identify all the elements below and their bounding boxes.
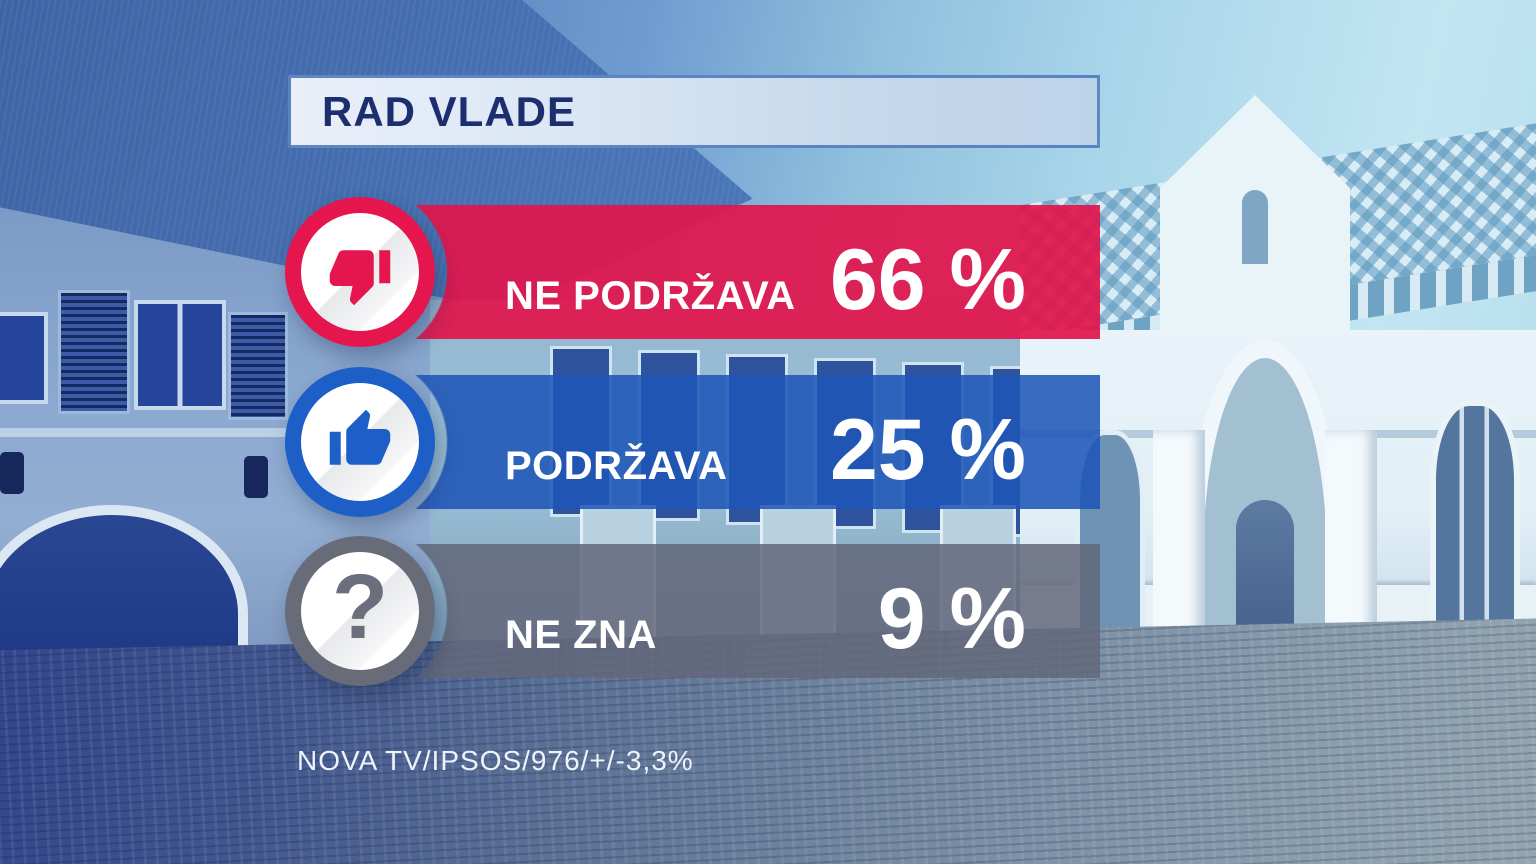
answer-label: PODRŽAVA bbox=[505, 444, 728, 488]
window-shutter bbox=[58, 290, 130, 414]
street-lamp bbox=[0, 452, 24, 494]
poll-row-ne-zna: NE ZNA 9 % bbox=[0, 544, 1536, 678]
source-caption: NOVA TV/IPSOS/976/+/-3,3% bbox=[297, 745, 694, 776]
answer-label: NE ZNA bbox=[505, 613, 657, 657]
page-title: RAD VLADE bbox=[322, 87, 577, 135]
church-window bbox=[1430, 400, 1520, 642]
title-bar: RAD VLADE bbox=[288, 75, 1100, 148]
result-bar-ne-podrzava: NE PODRŽAVA 66 % bbox=[360, 205, 1100, 339]
church-door bbox=[1236, 500, 1294, 640]
result-bar-podrzava: PODRŽAVA 25 % bbox=[360, 375, 1100, 509]
poll-row-ne-podrzava: NE PODRŽAVA 66 % bbox=[0, 205, 1536, 339]
poll-row-podrzava: PODRŽAVA 25 % bbox=[0, 375, 1536, 509]
left-building-ledge bbox=[0, 428, 300, 437]
gable-window bbox=[1242, 190, 1268, 264]
portal-pillar bbox=[1153, 430, 1205, 642]
window-shutter bbox=[228, 312, 288, 420]
percent-value: 66 % bbox=[829, 232, 1026, 328]
street-lamp bbox=[244, 456, 268, 498]
result-bar-ne-zna: NE ZNA 9 % bbox=[360, 544, 1100, 678]
answer-label: NE PODRŽAVA bbox=[505, 274, 796, 318]
window-frame bbox=[0, 312, 48, 404]
window-frame bbox=[134, 300, 226, 410]
percent-value: 9 % bbox=[877, 571, 1026, 667]
portal-pillar bbox=[1325, 430, 1377, 642]
percent-value: 25 % bbox=[829, 402, 1026, 498]
church bbox=[1020, 0, 1536, 864]
